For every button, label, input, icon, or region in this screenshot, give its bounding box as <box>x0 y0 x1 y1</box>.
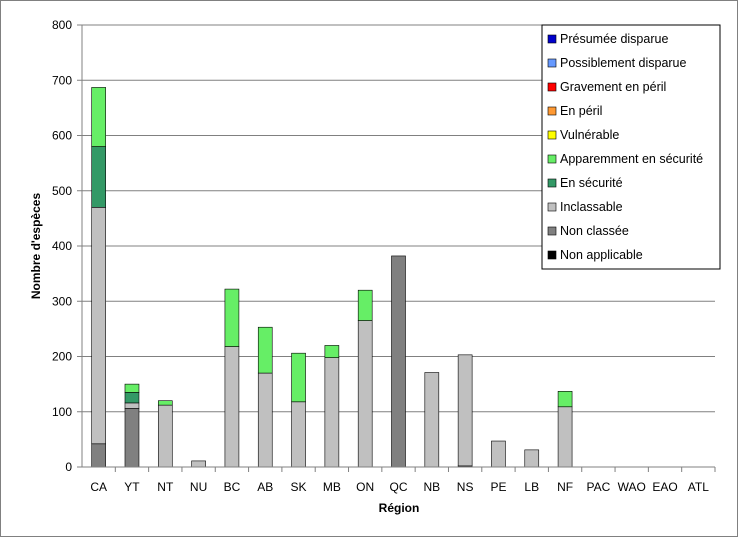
legend-swatch <box>547 250 557 260</box>
y-tick-label: 100 <box>52 405 72 419</box>
x-tick-label: BC <box>224 480 241 494</box>
legend-swatch <box>547 202 557 212</box>
y-tick-label: 200 <box>52 350 72 364</box>
y-tick-label: 400 <box>52 239 72 253</box>
bar-segment <box>257 372 273 468</box>
y-tick-label: 700 <box>52 73 72 87</box>
legend-label: Non applicable <box>560 248 643 262</box>
bar-segment <box>291 401 306 468</box>
bar-segment <box>391 255 406 468</box>
legend-swatch <box>547 226 557 236</box>
legend-label: Gravement en péril <box>560 80 666 94</box>
x-tick-label: NS <box>457 480 474 494</box>
bar-segment <box>124 408 140 468</box>
legend-label: Inclassable <box>560 200 623 214</box>
bar-segment <box>457 354 473 467</box>
bar-segment <box>224 288 240 347</box>
x-tick-label: MB <box>323 480 341 494</box>
bars <box>91 87 573 468</box>
x-tick-label: ATL <box>688 480 709 494</box>
x-tick-label: PAC <box>586 480 610 494</box>
x-tick-label: LB <box>524 480 539 494</box>
legend-label: Apparemment en sécurité <box>560 152 703 166</box>
bar-segment <box>291 352 306 403</box>
legend-label: En sécurité <box>560 176 623 190</box>
x-tick-label: WAO <box>618 480 646 494</box>
bar-segment <box>124 383 140 393</box>
legend: Présumée disparue Possiblement disparue Gr… <box>541 24 721 270</box>
legend-box <box>541 24 721 270</box>
legend-swatch <box>547 154 557 164</box>
legend-label: En péril <box>560 104 602 118</box>
legend-swatch <box>547 130 557 140</box>
bar-segment <box>257 326 273 374</box>
bar-segment <box>357 320 373 468</box>
x-tick-label: CA <box>90 480 107 494</box>
y-tick-label: 600 <box>52 129 72 143</box>
bar-segment <box>557 406 573 468</box>
bar-segment <box>124 392 140 404</box>
legend-swatch <box>547 58 557 68</box>
x-tick-label: NT <box>157 480 174 494</box>
bar-segment <box>191 460 206 468</box>
bar-segment <box>524 449 540 468</box>
legend-label: Présumée disparue <box>560 32 668 46</box>
x-tick-label: PE <box>490 480 506 494</box>
bar-segment <box>491 440 506 468</box>
x-axis-title: Région <box>379 501 420 515</box>
legend-label: Vulnérable <box>560 128 619 142</box>
x-tick-label: NF <box>557 480 573 494</box>
legend-label: Non classée <box>560 224 629 238</box>
bar-segment <box>324 357 340 468</box>
legend-swatch <box>547 106 557 116</box>
bar-segment <box>91 146 106 208</box>
bar-segment <box>91 443 106 468</box>
legend-swatch <box>547 34 557 44</box>
bar-segment <box>424 372 440 468</box>
x-tick-label: AB <box>257 480 273 494</box>
axes: 0 100 200 300 400 500 600 700 800 CA YT NT NU BC AB SK M… <box>52 18 716 494</box>
x-tick-label: NU <box>190 480 207 494</box>
bar-segment <box>91 87 106 147</box>
y-tick-label: 800 <box>52 18 72 32</box>
bar-segment <box>357 289 373 321</box>
x-tick-label: QC <box>390 480 408 494</box>
bar-segment <box>124 402 140 409</box>
bar-segment <box>157 404 173 468</box>
y-axis-title: Nombre d'espèces <box>29 193 43 300</box>
x-tick-label: EAO <box>652 480 677 494</box>
y-tick-label: 300 <box>52 294 72 308</box>
bar-segment <box>557 391 573 408</box>
y-tick-label: 0 <box>65 460 72 474</box>
y-tick-label: 500 <box>52 184 72 198</box>
legend-swatch <box>547 178 557 188</box>
x-tick-label: NB <box>423 480 440 494</box>
bar-segment <box>157 400 173 406</box>
bar-segment <box>324 345 340 358</box>
bar-segment <box>224 346 240 468</box>
x-tick-label: SK <box>291 480 307 494</box>
legend-swatch <box>547 82 557 92</box>
x-tick-label: YT <box>124 480 140 494</box>
legend-label: Possiblement disparue <box>560 56 687 70</box>
x-tick-label: ON <box>356 480 374 494</box>
bar-segment <box>91 207 106 445</box>
